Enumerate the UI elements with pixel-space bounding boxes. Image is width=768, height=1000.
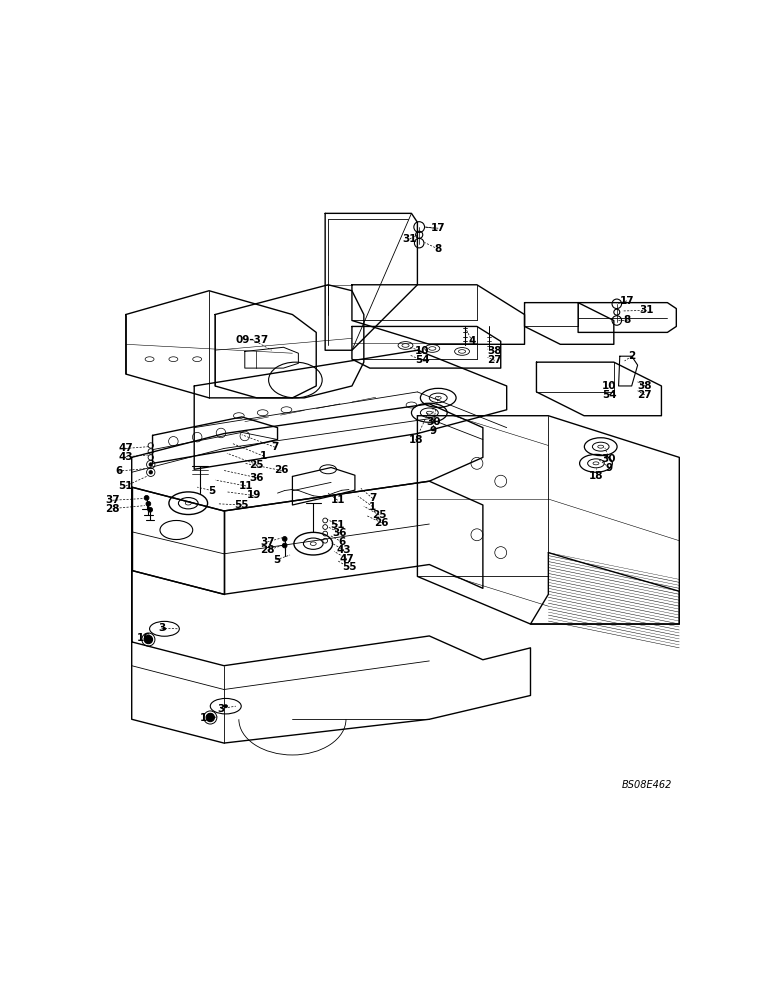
Text: 9: 9 <box>605 463 613 473</box>
Text: 17: 17 <box>620 296 634 306</box>
Text: 7: 7 <box>369 493 376 503</box>
Text: 4: 4 <box>468 336 476 346</box>
Text: 9: 9 <box>430 426 437 436</box>
Circle shape <box>147 507 153 512</box>
Text: 18: 18 <box>589 471 603 481</box>
Ellipse shape <box>163 628 166 630</box>
Circle shape <box>144 495 149 500</box>
Text: 26: 26 <box>375 518 389 528</box>
Text: 31: 31 <box>402 234 417 244</box>
Text: 31: 31 <box>639 305 654 315</box>
Text: 38: 38 <box>637 381 652 391</box>
Text: 25: 25 <box>372 510 386 520</box>
Text: 1: 1 <box>369 502 376 512</box>
Text: 8: 8 <box>624 315 631 325</box>
Text: 28: 28 <box>260 545 275 555</box>
Text: 55: 55 <box>342 562 356 572</box>
Text: 54: 54 <box>602 390 617 400</box>
Text: BS08E462: BS08E462 <box>622 780 672 790</box>
Circle shape <box>283 543 287 548</box>
Text: 5: 5 <box>273 555 280 565</box>
Text: 2: 2 <box>628 351 635 361</box>
Text: 25: 25 <box>250 460 264 470</box>
Text: 1: 1 <box>260 451 267 461</box>
Text: 55: 55 <box>234 500 249 510</box>
Text: 51: 51 <box>118 481 133 491</box>
Text: 38: 38 <box>488 346 502 356</box>
Circle shape <box>206 713 214 722</box>
Text: 27: 27 <box>488 355 502 365</box>
Text: 7: 7 <box>271 442 279 452</box>
Circle shape <box>144 635 153 644</box>
Text: 51: 51 <box>330 520 345 530</box>
Text: 16: 16 <box>200 713 214 723</box>
Text: 8: 8 <box>435 244 442 254</box>
Text: 09-37: 09-37 <box>236 335 269 345</box>
Text: 37: 37 <box>105 495 120 505</box>
Text: 47: 47 <box>118 443 133 453</box>
Text: 10: 10 <box>602 381 616 391</box>
Text: 26: 26 <box>274 465 289 475</box>
Text: 28: 28 <box>105 504 120 514</box>
Text: 3: 3 <box>217 704 224 714</box>
Text: 17: 17 <box>431 223 445 233</box>
Text: 43: 43 <box>337 545 352 555</box>
Text: 19: 19 <box>247 490 261 500</box>
Text: 6: 6 <box>115 466 122 476</box>
Text: 10: 10 <box>415 346 429 356</box>
Ellipse shape <box>224 705 227 708</box>
Text: 16: 16 <box>137 633 151 643</box>
Text: 5: 5 <box>208 486 216 496</box>
Text: 47: 47 <box>339 554 354 564</box>
Circle shape <box>146 501 151 506</box>
Text: 30: 30 <box>426 417 441 427</box>
Text: 37: 37 <box>260 537 275 547</box>
Text: 6: 6 <box>338 537 346 547</box>
Text: 11: 11 <box>239 481 253 491</box>
Text: 30: 30 <box>602 454 616 464</box>
Circle shape <box>283 537 287 541</box>
Circle shape <box>149 470 153 474</box>
Text: 36: 36 <box>250 473 264 483</box>
Text: 11: 11 <box>330 495 345 505</box>
Text: 43: 43 <box>118 452 133 462</box>
Text: 54: 54 <box>415 355 429 365</box>
Text: 36: 36 <box>333 528 347 538</box>
Text: 18: 18 <box>409 435 423 445</box>
Text: 3: 3 <box>158 623 165 633</box>
Circle shape <box>149 463 153 466</box>
Text: 27: 27 <box>637 390 652 400</box>
